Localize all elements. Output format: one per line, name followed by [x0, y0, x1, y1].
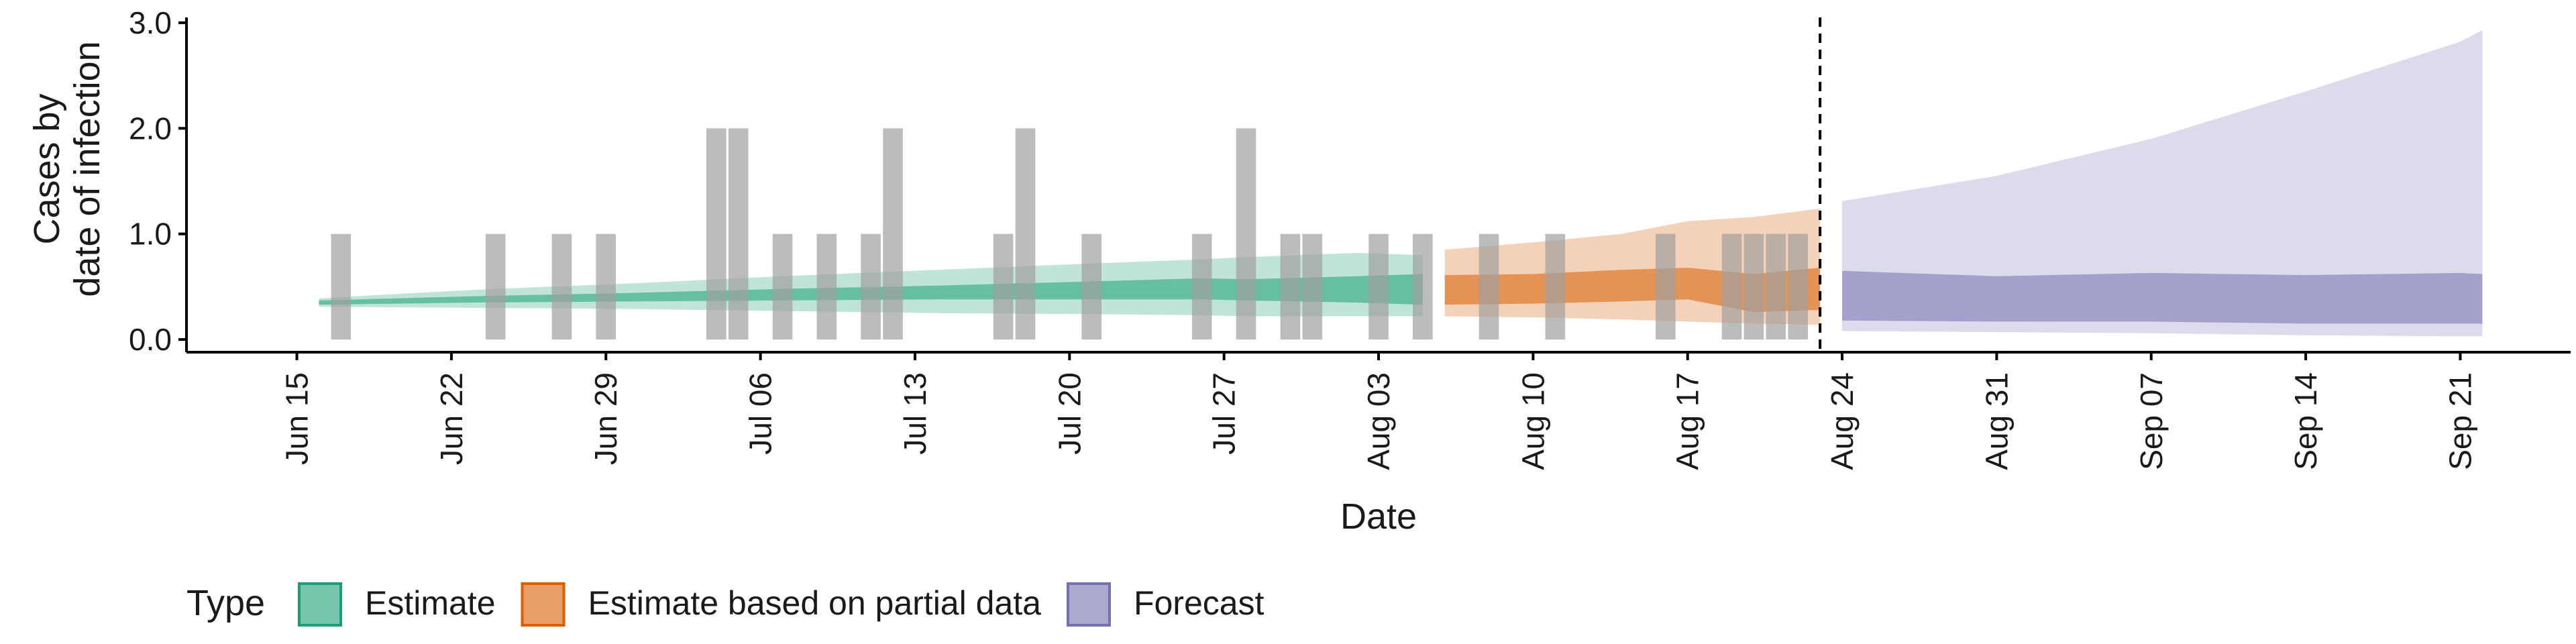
y-tick-label: 0.0 — [129, 322, 172, 357]
x-tick-label: Jul 06 — [743, 372, 778, 455]
legend-label: Forecast — [1134, 584, 1265, 622]
x-tick-label: Jul 13 — [898, 372, 932, 455]
x-tick-label: Aug 31 — [1979, 372, 2014, 470]
band-outer-forecast — [1842, 30, 2483, 337]
legend-swatch — [521, 582, 566, 627]
x-tick-label: Aug 03 — [1361, 372, 1396, 470]
legend-label: Estimate based on partial data — [588, 584, 1042, 622]
observed-bar — [861, 233, 881, 340]
x-tick-label: Jun 22 — [434, 372, 469, 465]
observed-bar — [1721, 233, 1742, 340]
x-tick-label: Jul 20 — [1052, 372, 1087, 455]
x-tick-label: Jul 27 — [1207, 372, 1242, 455]
observed-bar — [1236, 128, 1256, 340]
y-tick-label: 1.0 — [129, 217, 172, 252]
observed-bar — [1479, 233, 1499, 340]
observed-bars-layer — [331, 128, 1808, 340]
axes-layer: 0.0 1.0 2.0 3.0 Jun 15 Jun 22 Jun 29 Jul 06 Jul … — [129, 5, 2571, 470]
observed-bar — [1656, 233, 1676, 340]
x-tick-label: Aug 17 — [1670, 372, 1705, 470]
x-tick-label: Aug 24 — [1825, 372, 1860, 470]
observed-bar — [1545, 233, 1566, 340]
observed-bar — [1743, 233, 1764, 340]
observed-bar — [551, 233, 572, 340]
x-tick-label: Sep 14 — [2288, 372, 2323, 470]
y-axis-label-line-1: Cases by — [27, 93, 67, 244]
observed-bar — [816, 233, 837, 340]
y-tick-label: 2.0 — [129, 111, 172, 146]
observed-bar — [706, 128, 727, 340]
legend-swatch — [298, 582, 342, 627]
observed-bar — [993, 233, 1014, 340]
legend-title: Type — [186, 583, 265, 623]
x-tick-label: Jun 29 — [588, 372, 623, 465]
observed-bar — [331, 233, 352, 340]
observed-bar — [596, 233, 616, 340]
observed-bar — [485, 233, 506, 340]
band-inner-forecast — [1842, 270, 2483, 324]
x-tick-label: Jun 15 — [280, 372, 315, 465]
observed-bar — [1788, 233, 1808, 340]
observed-bar — [772, 233, 793, 340]
observed-bar — [1191, 233, 1212, 340]
observed-bar — [728, 128, 749, 340]
observed-bar — [1081, 233, 1102, 340]
legend-label: Estimate — [365, 584, 496, 622]
observed-bar — [1280, 233, 1301, 340]
observed-bar — [1015, 128, 1036, 340]
x-tick-label: Sep 07 — [2134, 372, 2169, 470]
observed-bar — [1302, 233, 1323, 340]
observed-bar — [1368, 233, 1389, 340]
observed-bar — [1766, 233, 1786, 340]
x-tick-label: Aug 10 — [1515, 372, 1550, 470]
band-layer — [319, 30, 2483, 337]
x-tick-label: Sep 21 — [2443, 372, 2478, 470]
x-axis-label: Date — [1340, 496, 1417, 537]
y-axis-label-line-2: date of infection — [67, 41, 107, 297]
y-tick-label: 3.0 — [129, 5, 172, 40]
legend: Type Estimate Estimate based on partial da… — [186, 582, 1265, 627]
observed-bar — [1413, 233, 1433, 340]
legend-swatch — [1066, 582, 1111, 627]
observed-bar — [883, 128, 903, 340]
